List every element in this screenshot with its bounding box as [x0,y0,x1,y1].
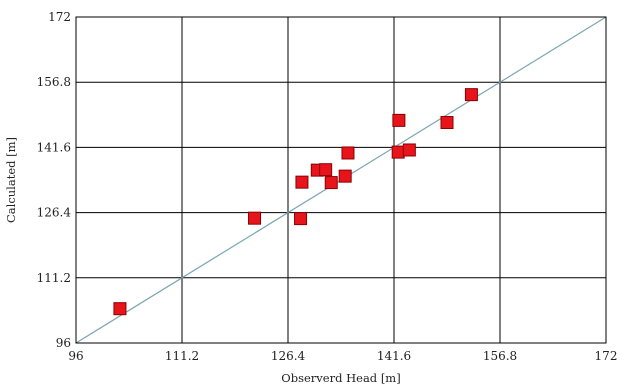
x-tick-label: 96 [68,349,83,363]
data-point [392,113,406,127]
data-point [341,146,355,160]
y-tick-label: 156.8 [37,75,71,89]
y-tick-labels: 96 111.2 126.4 141.6 156.8 172 [37,10,72,350]
data-point [324,176,338,190]
x-tick-label: 172 [595,349,618,363]
y-tick-label: 111.2 [37,271,71,285]
data-point [391,145,405,159]
y-tick-label: 126.4 [37,206,72,220]
x-tick-label: 156.8 [483,349,517,363]
data-point [338,169,352,183]
x-tick-label: 141.6 [377,349,411,363]
x-tick-labels: 96 111.2 126.4 141.6 156.8 172 [68,349,617,363]
data-point [319,163,333,177]
data-point [440,116,454,130]
y-tick-label: 141.6 [37,140,71,154]
data-point [402,143,416,157]
data-points [113,88,478,316]
data-point [248,211,262,225]
x-axis-title: Observerd Head [m] [281,371,400,385]
x-tick-label: 111.2 [165,349,199,363]
data-point [295,175,309,189]
y-tick-label: 96 [56,336,71,350]
y-tick-label: 172 [48,10,71,24]
data-point [464,88,478,102]
data-point [113,302,127,316]
y-axis-title: Calculated [m] [4,137,18,223]
data-point [294,212,308,226]
x-tick-label: 126.4 [271,349,306,363]
plot-area-border [75,16,607,344]
